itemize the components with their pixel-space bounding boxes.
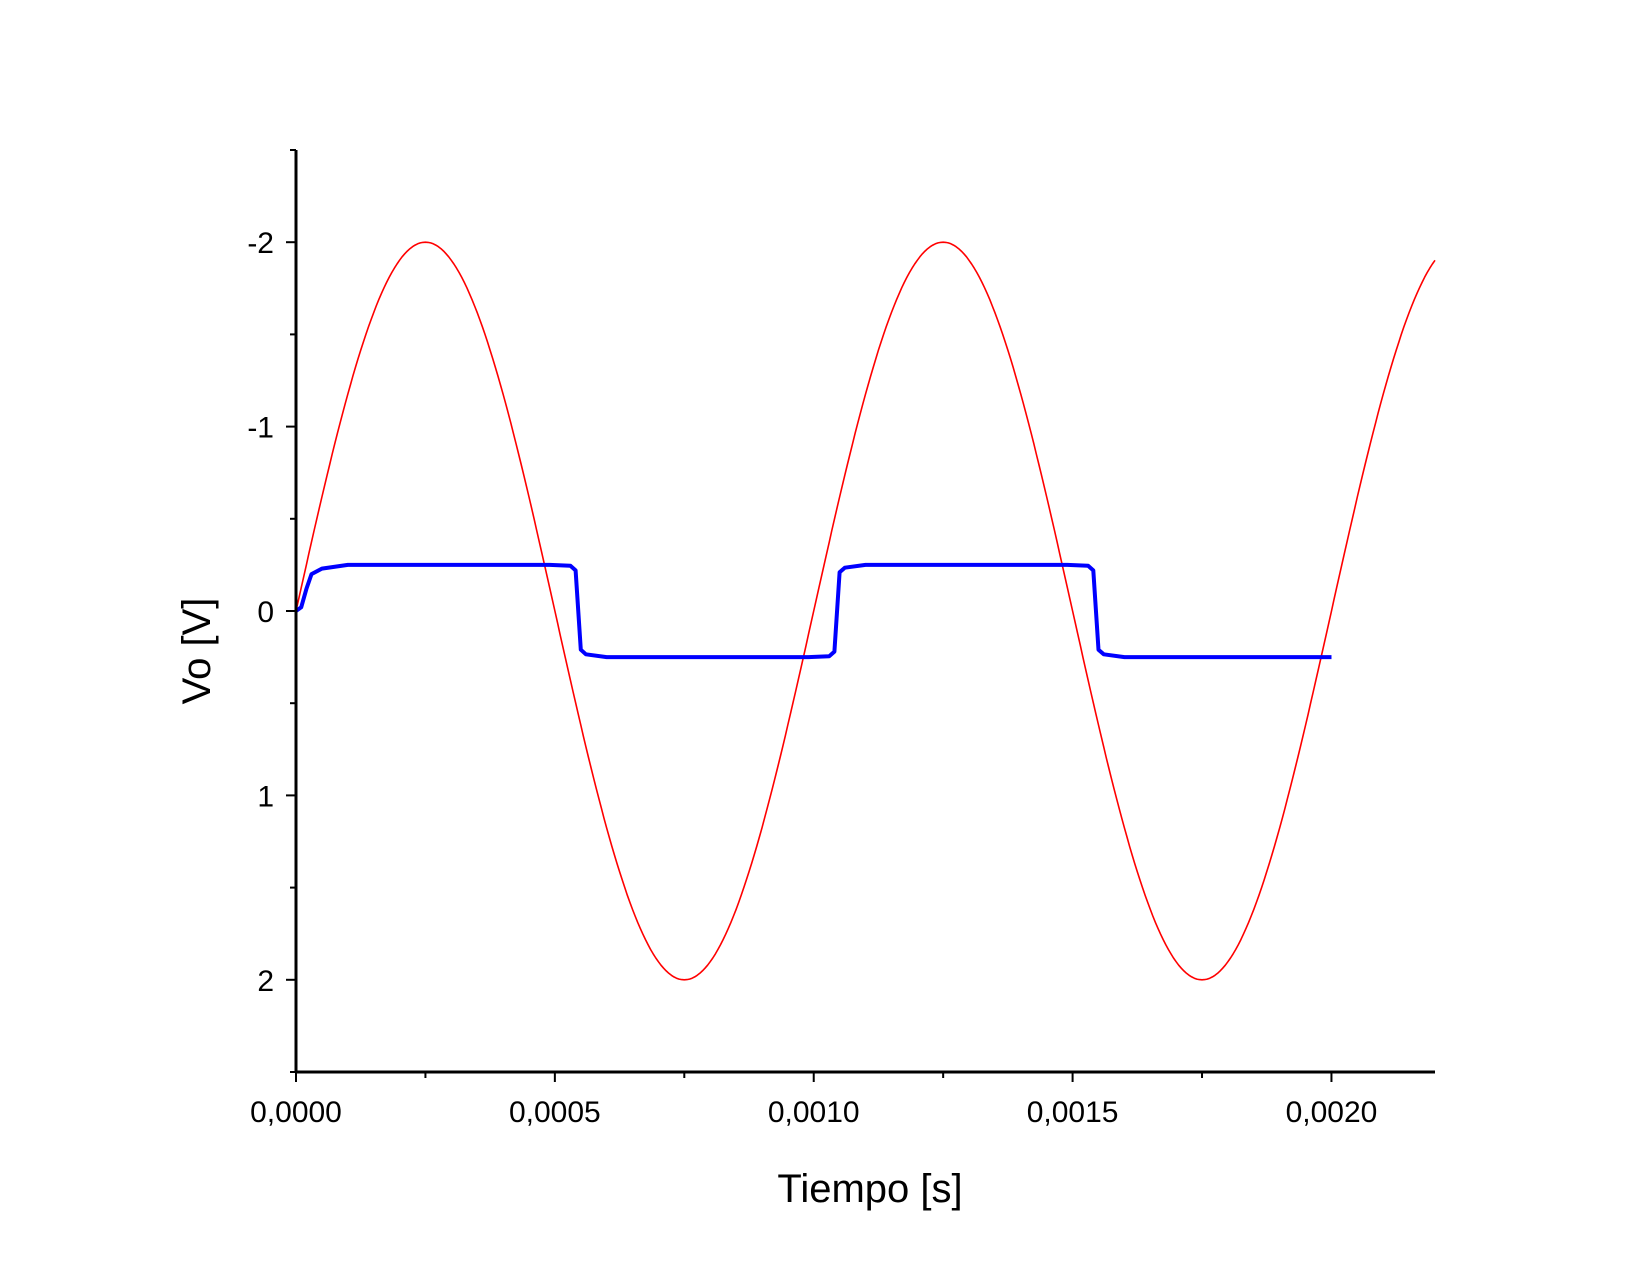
x-axis-title: Tiempo [s] [777, 1167, 962, 1211]
y-axis-title: Vo [V] [175, 598, 219, 705]
y-tick-label: 0 [257, 596, 274, 629]
x-tick-label: 0,0010 [768, 1096, 860, 1129]
y-tick-label: 1 [257, 780, 274, 813]
x-tick-label: 0,0000 [250, 1096, 342, 1129]
series-layer [294, 241, 1436, 981]
x-tick-label: 0,0015 [1027, 1096, 1119, 1129]
series-line-red [295, 241, 1436, 981]
y-tick-label: 2 [257, 965, 274, 998]
y-tick-label: -1 [247, 412, 274, 445]
y-tick-label: -2 [247, 227, 274, 260]
ticks-layer: 0,0000 0,0005 0,0010 0,0015 0,0020 -2 -1 0 1 2 [247, 149, 1378, 1129]
x-tick-label: 0,0005 [509, 1096, 601, 1129]
x-tick-label: 0,0020 [1286, 1096, 1378, 1129]
series-line-blue [294, 562, 1332, 660]
